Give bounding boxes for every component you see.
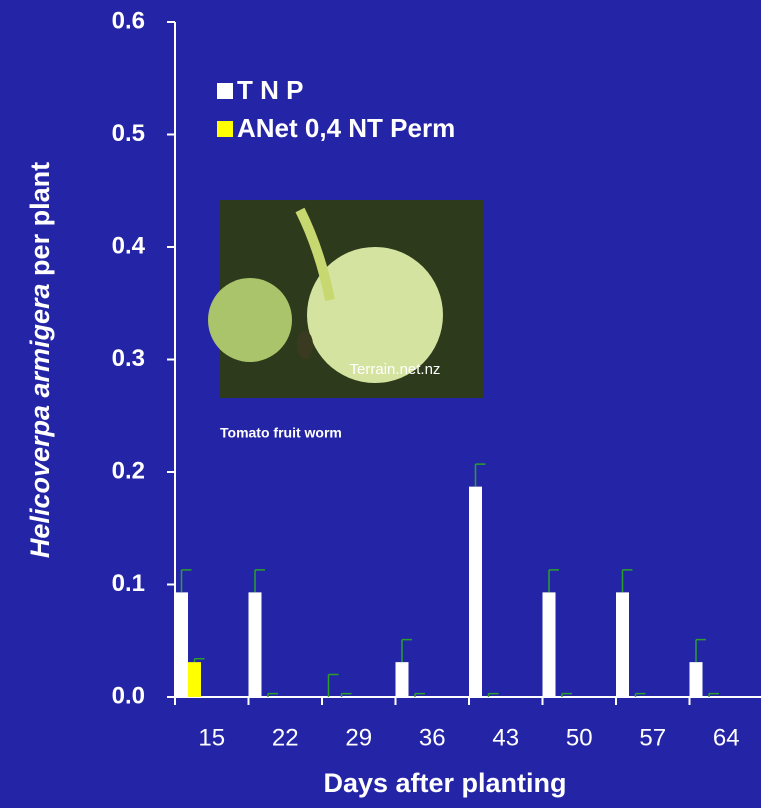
x-tick-label: 43 (492, 724, 519, 751)
x-tick-label: 57 (639, 724, 666, 751)
legend-label: T N P (237, 75, 303, 105)
x-axis-title: Days after planting (323, 768, 566, 798)
error-bar (696, 640, 706, 663)
x-tick-label: 36 (419, 724, 446, 751)
error-bar (182, 570, 192, 593)
error-bar (255, 570, 265, 593)
bar (469, 487, 482, 697)
error-bar (623, 570, 633, 593)
x-tick-label: 64 (713, 724, 740, 751)
legend-swatch (217, 83, 233, 99)
bar (616, 592, 629, 697)
y-tick-label: 0.6 (112, 7, 145, 34)
y-tick-label: 0.4 (112, 232, 146, 259)
legend-label: ANet 0,4 NT Perm (237, 113, 455, 143)
y-axis-title-italic: Helicoverpa armigera (25, 283, 55, 558)
y-tick-label: 0.3 (112, 345, 145, 372)
bar (175, 592, 188, 697)
x-tick-label: 15 (198, 724, 225, 751)
error-bar (195, 659, 205, 662)
error-bar (329, 675, 339, 698)
error-bar (476, 464, 486, 487)
error-bar (402, 640, 412, 663)
y-tick-label: 0.1 (112, 570, 145, 597)
chart: Terrain.net.nz Tomato fruit worm Days af… (0, 0, 761, 808)
x-tick-label: 50 (566, 724, 593, 751)
legend-swatch (217, 121, 233, 137)
bar (249, 592, 262, 697)
bar (543, 592, 556, 697)
error-bar (549, 570, 559, 593)
photo-title: Tomato fruit worm (220, 425, 342, 441)
bar (690, 662, 703, 697)
photo-caption: Terrain.net.nz (350, 361, 441, 378)
bar (396, 662, 409, 697)
x-tick-label: 22 (272, 724, 299, 751)
photo (208, 200, 483, 398)
bar (188, 662, 201, 697)
x-tick-label: 29 (345, 724, 372, 751)
y-tick-label: 0.5 (112, 120, 145, 147)
y-axis-title: Helicoverpa armigera per plant (25, 162, 55, 558)
y-tick-label: 0.2 (112, 457, 145, 484)
y-tick-label: 0.0 (112, 682, 145, 709)
y-axis-title-plain: per plant (25, 162, 55, 276)
